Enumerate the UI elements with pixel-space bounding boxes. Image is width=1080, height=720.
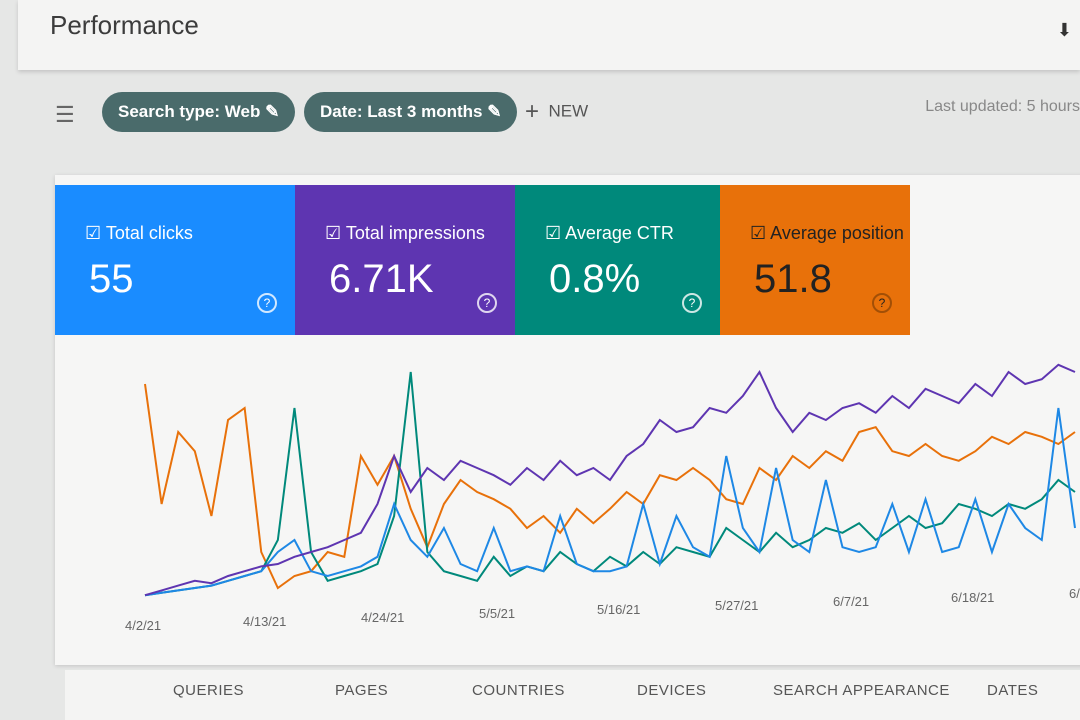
x-tick-label: 5/27/21 xyxy=(715,598,758,613)
performance-panel: ☑ Total clicks 55? ☑ Total impressions 6.7… xyxy=(55,175,1080,665)
tab-devices[interactable]: DEVICES xyxy=(637,682,707,699)
date-chip[interactable]: Date: Last 3 months ✎ xyxy=(304,92,518,132)
card-label: ☑ Total clicks xyxy=(85,223,193,243)
page-title: Performance xyxy=(50,10,199,40)
card-label: ☑ Average position xyxy=(750,223,904,243)
search-type-chip[interactable]: Search type: Web ✎ xyxy=(102,92,296,132)
card-total-clicks[interactable]: ☑ Total clicks 55? xyxy=(55,185,295,335)
filter-icon[interactable]: ☰ xyxy=(55,102,75,127)
card-average-position[interactable]: ☑ Average position 51.8? xyxy=(720,185,910,335)
x-tick-label: 4/2/21 xyxy=(125,618,161,633)
series-line-2 xyxy=(144,407,1076,597)
filter-bar: ☰ Search type: Web ✎ Date: Last 3 months… xyxy=(0,80,1080,150)
edit-icon: ✎ xyxy=(487,102,502,121)
plus-icon: + xyxy=(525,98,540,125)
new-label: NEW xyxy=(548,101,589,121)
series-line-1 xyxy=(144,371,1076,597)
search-type-label: Search type: Web xyxy=(118,102,261,121)
help-icon[interactable]: ? xyxy=(477,293,497,313)
x-tick-label: 5/5/21 xyxy=(479,606,515,621)
x-tick-label: 5/16/21 xyxy=(597,602,640,617)
card-value: 55 xyxy=(89,257,134,301)
card-value: 51.8 xyxy=(754,257,832,301)
new-filter-button[interactable]: + NEW xyxy=(525,98,588,126)
tab-dates[interactable]: DATES xyxy=(987,682,1039,699)
performance-chart: 4/2/21 4/13/21 4/24/21 5/5/21 5/16/21 5/27/21… xyxy=(125,363,1080,633)
tab-queries[interactable]: QUERIES xyxy=(173,682,245,699)
x-tick-label: 4/24/21 xyxy=(361,610,404,625)
x-tick-label: 4/13/21 xyxy=(243,614,286,629)
card-label: ☑ Average CTR xyxy=(545,223,674,243)
header-bar: Performance ⬇ xyxy=(18,0,1080,70)
x-tick-label: 6/7/21 xyxy=(833,594,869,609)
dimension-tabs: QUERIES PAGES COUNTRIES DEVICES SEARCH A… xyxy=(65,670,1080,720)
tab-search-appearance[interactable]: SEARCH APPEARANCE xyxy=(773,682,950,699)
download-icon[interactable]: ⬇ xyxy=(1056,20,1072,40)
help-icon[interactable]: ? xyxy=(682,293,702,313)
edit-icon: ✎ xyxy=(265,102,280,121)
help-icon[interactable]: ? xyxy=(872,293,892,313)
x-tick-label: 6/18/21 xyxy=(951,590,994,605)
last-updated: Last updated: 5 hours xyxy=(925,98,1080,115)
card-value: 0.8% xyxy=(549,257,641,301)
tab-pages[interactable]: PAGES xyxy=(335,682,389,699)
card-total-impressions[interactable]: ☑ Total impressions 6.71K? xyxy=(295,185,515,335)
series-line-0 xyxy=(144,383,1076,590)
tab-countries[interactable]: COUNTRIES xyxy=(472,682,565,699)
x-tick-label: 6/29/21 xyxy=(1069,586,1080,601)
help-icon[interactable]: ? xyxy=(257,293,277,313)
card-label: ☑ Total impressions xyxy=(325,223,485,243)
date-label: Date: Last 3 months xyxy=(320,102,483,121)
card-value: 6.71K xyxy=(329,257,434,301)
card-average-ctr[interactable]: ☑ Average CTR 0.8%? xyxy=(515,185,720,335)
series-line-3 xyxy=(144,363,1076,597)
